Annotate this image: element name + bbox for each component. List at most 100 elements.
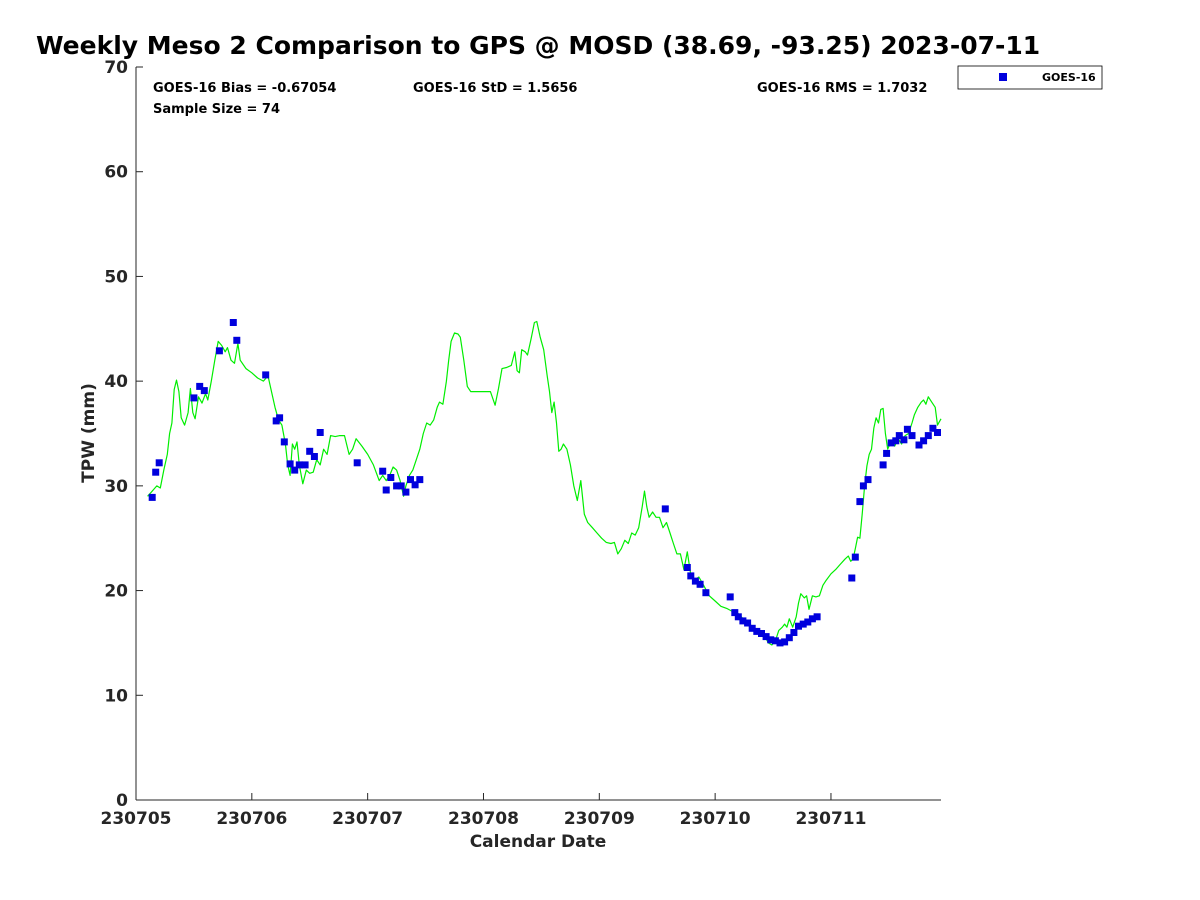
x-tick-label: 230711 bbox=[795, 809, 866, 829]
goes-data-point bbox=[892, 437, 900, 445]
y-tick-label: 30 bbox=[104, 477, 128, 497]
goes-data-point bbox=[879, 461, 887, 469]
goes-data-point bbox=[387, 474, 395, 481]
goes-data-point bbox=[790, 629, 798, 636]
goes-data-point bbox=[280, 438, 288, 446]
goes-data-point bbox=[776, 639, 784, 647]
goes-data-point bbox=[813, 613, 821, 621]
goes-data-point bbox=[215, 347, 223, 355]
goes-data-point bbox=[402, 488, 410, 496]
goes-data-point bbox=[920, 437, 928, 445]
goes-data-point bbox=[903, 425, 911, 433]
stat-bias: GOES-16 Bias = -0.67054 bbox=[153, 81, 336, 96]
goes-data-point bbox=[887, 439, 895, 447]
goes-data-point bbox=[859, 482, 867, 490]
goes-data-point bbox=[808, 615, 816, 623]
plot-area bbox=[135, 67, 941, 801]
goes-data-point bbox=[190, 394, 198, 402]
goes-data-point bbox=[785, 634, 793, 642]
chart-title: Weekly Meso 2 Comparison to GPS @ MOSD (… bbox=[36, 31, 1040, 60]
y-axis-ticks: 0 10 20 30 40 50 60 70 bbox=[104, 58, 143, 811]
goes-data-point bbox=[353, 459, 361, 467]
goes-data-point bbox=[762, 633, 770, 641]
stat-rms: GOES-16 RMS = 1.7032 bbox=[757, 81, 927, 96]
legend-marker-goes bbox=[999, 73, 1007, 81]
goes-data-point bbox=[379, 467, 387, 475]
y-tick-label: 60 bbox=[104, 163, 128, 183]
goes-data-point bbox=[702, 589, 710, 597]
y-tick-label: 40 bbox=[104, 372, 128, 392]
goes-data-point bbox=[748, 624, 756, 632]
goes-data-point bbox=[393, 482, 401, 490]
goes-data-point bbox=[229, 319, 237, 326]
goes-data-point bbox=[148, 493, 156, 501]
goes-data-point bbox=[691, 577, 699, 585]
goes-data-point bbox=[295, 461, 303, 469]
goes-data-point bbox=[382, 486, 390, 494]
goes-data-point bbox=[306, 447, 314, 455]
goes-data-point bbox=[758, 630, 765, 637]
goes-data-point bbox=[924, 432, 932, 440]
x-axis-ticks: 230705 230706 230707 230708 230709 230710 2307… bbox=[101, 793, 866, 829]
goes-data-point bbox=[883, 449, 891, 457]
y-tick-label: 50 bbox=[104, 267, 128, 287]
goes-data-point bbox=[934, 429, 941, 436]
x-tick-label: 230705 bbox=[101, 809, 172, 829]
goes-data-point bbox=[696, 580, 704, 588]
goes-data-point bbox=[734, 613, 742, 621]
goes-data-point bbox=[316, 429, 324, 436]
goes-data-point bbox=[687, 572, 695, 580]
goes-data-point bbox=[781, 638, 789, 646]
y-tick-label: 0 bbox=[116, 791, 128, 811]
goes-data-point bbox=[739, 617, 747, 625]
stat-sample-size: Sample Size = 74 bbox=[153, 102, 280, 117]
goes-data-point bbox=[726, 593, 734, 601]
goes-data-point bbox=[291, 466, 299, 474]
goes-data-point bbox=[310, 453, 318, 460]
goes-data-point bbox=[915, 441, 923, 449]
legend-label-goes: GOES-16 bbox=[1042, 71, 1096, 84]
legend: GOES-16 bbox=[957, 65, 1103, 90]
goes-data-point bbox=[795, 622, 802, 630]
x-tick-label: 230710 bbox=[680, 809, 751, 829]
goes-data-point bbox=[900, 436, 908, 444]
y-tick-label: 70 bbox=[104, 58, 128, 78]
goes-data-point bbox=[286, 460, 294, 468]
goes-data-point bbox=[731, 609, 739, 617]
goes-data-point bbox=[301, 461, 309, 469]
goes-data-point bbox=[416, 476, 424, 484]
goes-data-point bbox=[929, 424, 937, 432]
y-tick-label: 10 bbox=[104, 686, 128, 706]
goes-data-point bbox=[767, 636, 775, 644]
stat-std: GOES-16 StD = 1.5656 bbox=[413, 81, 577, 96]
y-tick-label: 20 bbox=[104, 582, 128, 602]
x-axis-label: Calendar Date bbox=[470, 832, 607, 852]
x-tick-label: 230707 bbox=[332, 809, 403, 829]
goes-data-point bbox=[895, 432, 903, 440]
x-tick-label: 230709 bbox=[564, 809, 635, 829]
x-tick-label: 230706 bbox=[216, 809, 287, 829]
goes-data-point bbox=[804, 618, 812, 626]
goes-data-point bbox=[411, 481, 419, 489]
goes-data-point bbox=[799, 620, 807, 628]
goes-data-point bbox=[661, 505, 669, 513]
y-axis-label: TPW (mm) bbox=[79, 383, 99, 483]
goes-data-point bbox=[864, 476, 872, 484]
goes-data-point bbox=[683, 564, 691, 571]
goes-data-point bbox=[851, 553, 859, 561]
goes-data-point bbox=[152, 468, 160, 476]
goes-data-point bbox=[276, 414, 284, 422]
goes-data-point bbox=[155, 459, 163, 467]
goes-data-point bbox=[200, 387, 208, 395]
goes-data-point bbox=[262, 371, 270, 379]
goes-data-point bbox=[233, 336, 241, 344]
goes-data-point bbox=[848, 574, 856, 582]
goes-data-point bbox=[744, 619, 752, 627]
goes-data-point bbox=[771, 637, 779, 645]
goes-data-point bbox=[753, 627, 761, 635]
goes-data-point bbox=[407, 476, 414, 484]
goes-data-point bbox=[397, 482, 405, 490]
goes-data-point bbox=[908, 432, 916, 440]
legend-box bbox=[957, 65, 1103, 90]
